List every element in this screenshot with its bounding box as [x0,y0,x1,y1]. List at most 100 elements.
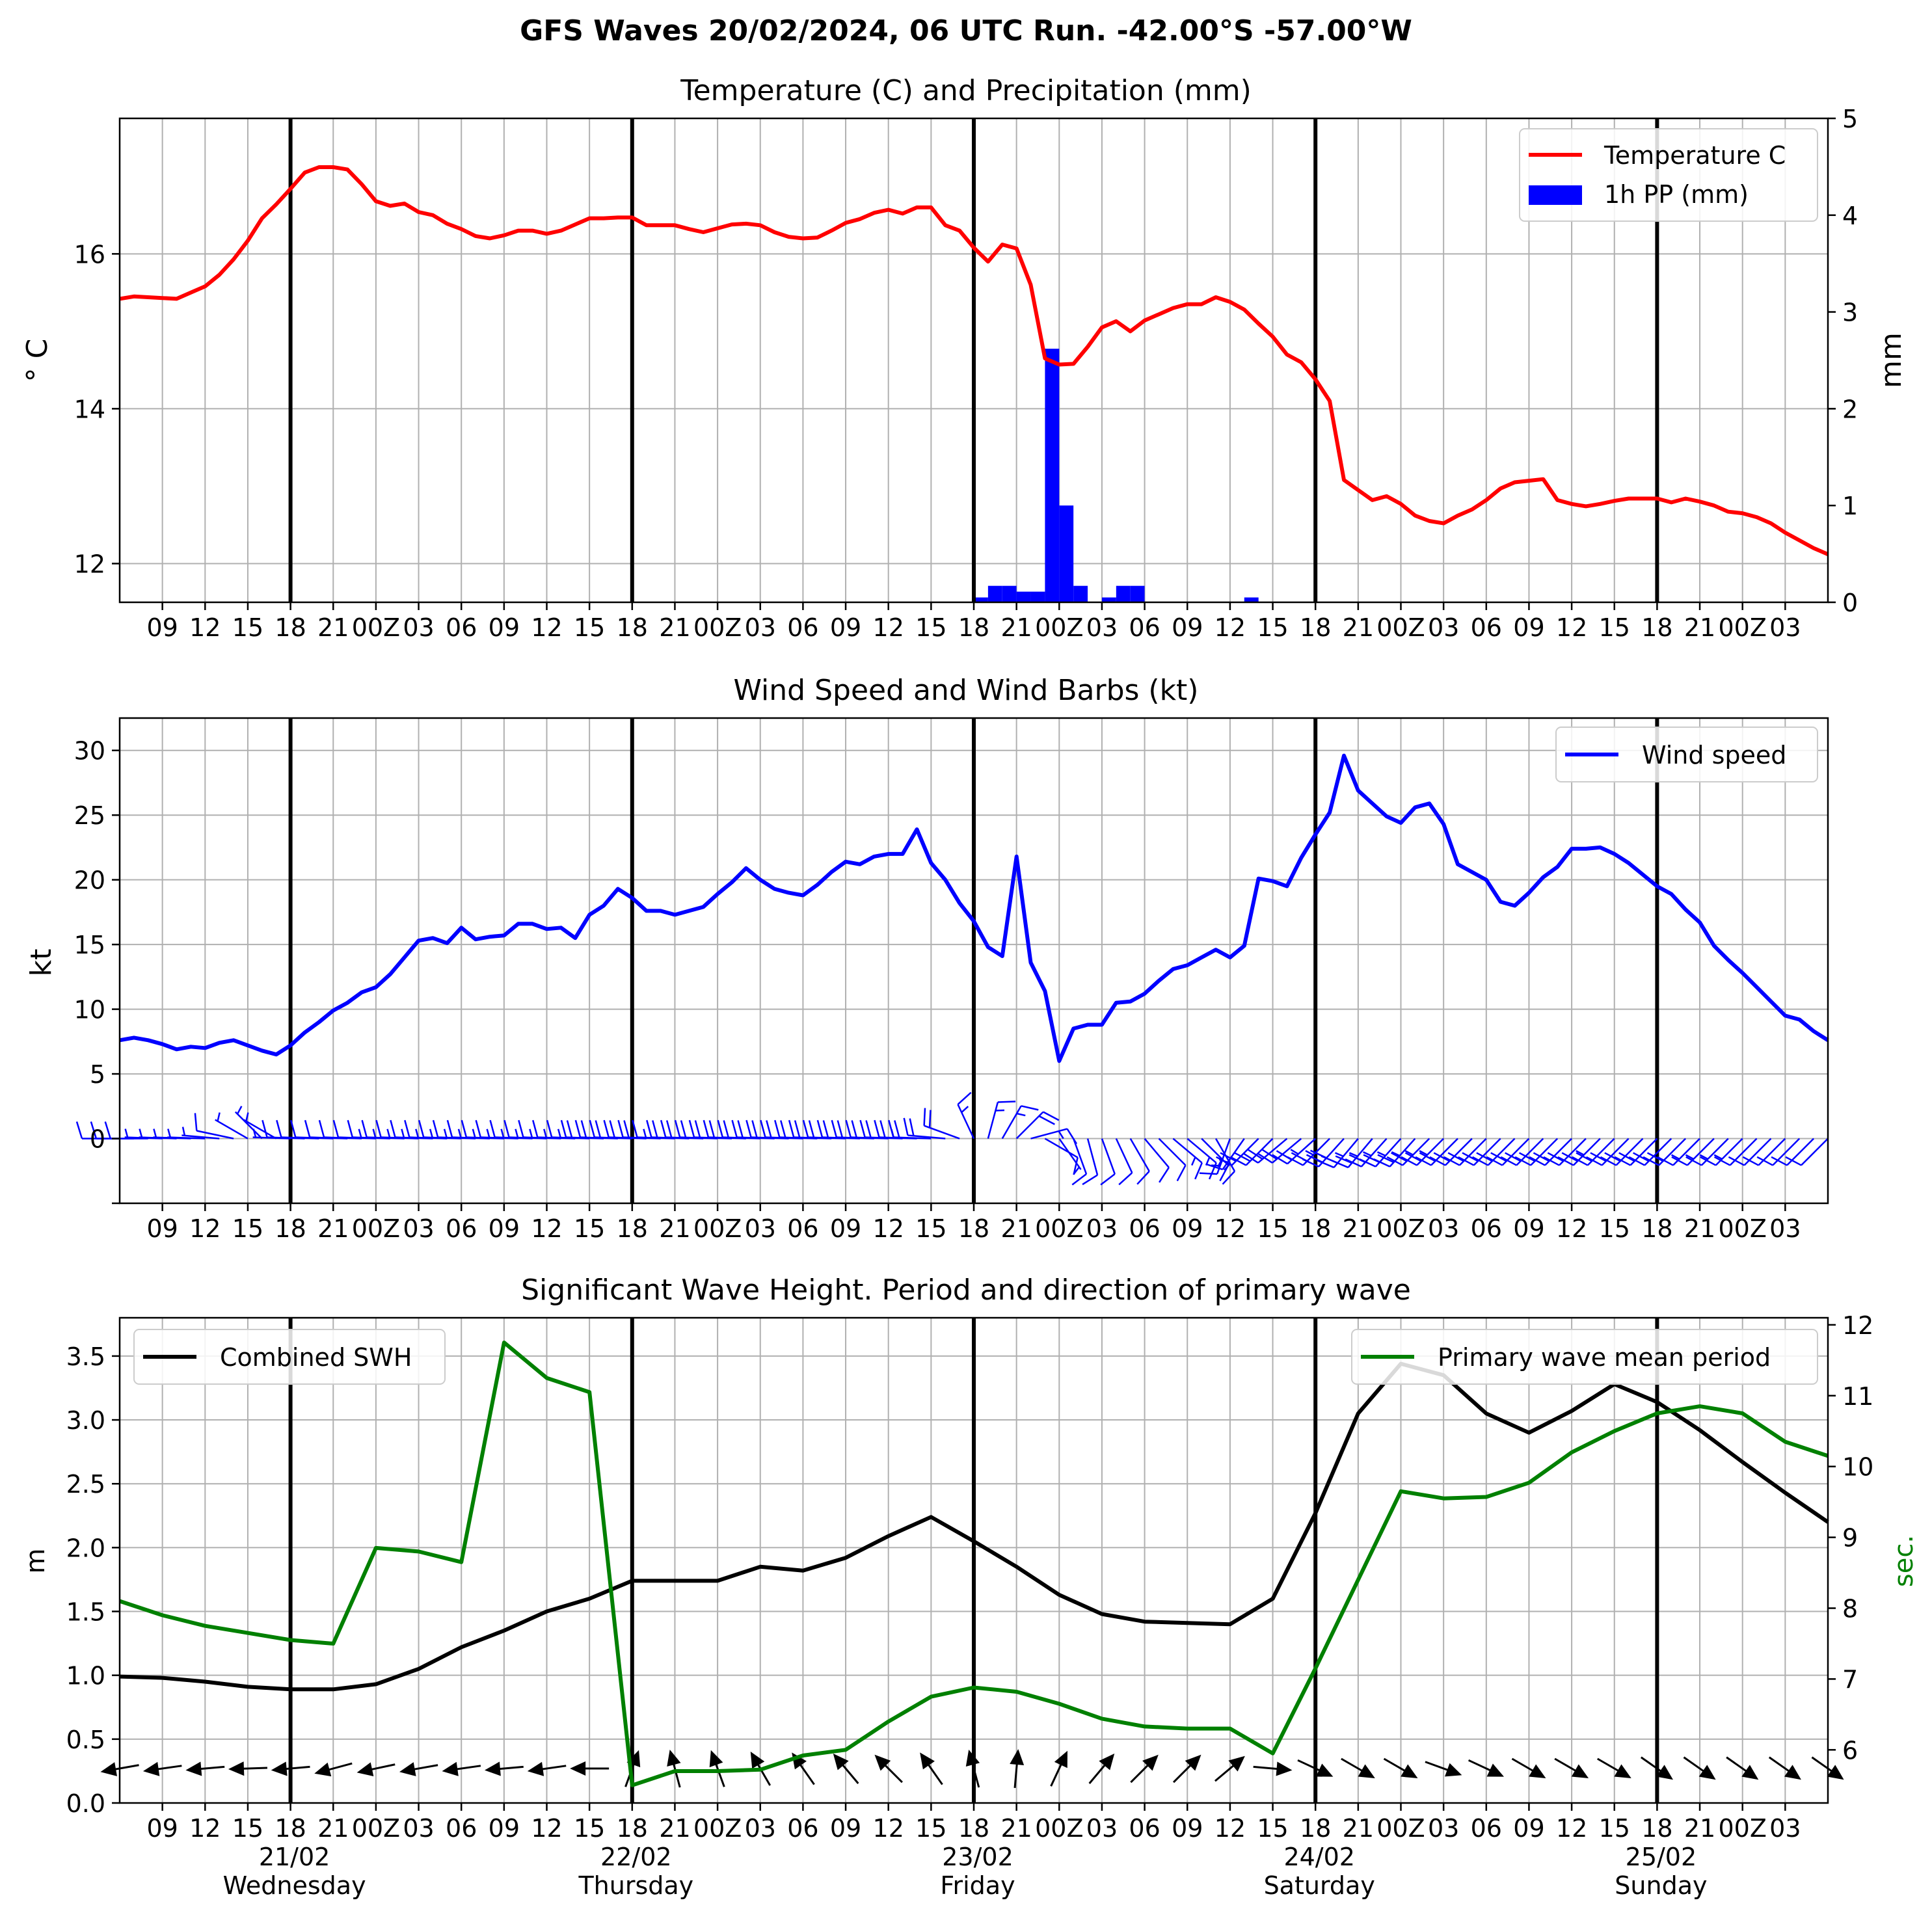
wind-barb-feather [1533,1152,1550,1162]
wind-barb-staff [924,1125,960,1140]
wind-barb-feather [816,1119,824,1138]
wind-barb-feather [1443,1156,1460,1166]
wind-barb [276,1119,319,1140]
wind-barb-feather [418,1119,425,1138]
x-tick-label: 06 [1129,1214,1160,1243]
legend-precip-swatch [1529,185,1582,205]
x-tick-label: 18 [1300,1814,1331,1843]
wave-arrow-head [874,1754,891,1771]
x-tick-label: 18 [958,613,989,642]
wind-barb-feather [632,1119,638,1138]
y2-tick-label: 6 [1842,1736,1858,1765]
wind-barb-staff [215,1119,248,1140]
legend-temperature-label: Temperature C [1603,141,1786,170]
wave-arrow-head [1276,1761,1293,1776]
wind-barb [923,1108,960,1140]
y2-tick-label: 0 [1842,589,1858,617]
x-tick-label: 15 [232,1214,263,1243]
x-tick-label: 03 [1086,1214,1118,1243]
y2-tick-label: 5 [1842,105,1858,133]
x-tick-label: 06 [1471,1814,1502,1843]
wind-barb-half-feather [1699,1154,1708,1160]
wave-x-ticks: 09 12 15 18 21 00Z 03 06 09 12 15 18 21 00Z 03 06 09 12 15… [146,1803,1801,1843]
y-tick-label: 1.0 [66,1662,105,1690]
wind-barb-feather [788,1119,795,1138]
wind-barb-half-feather [1685,1154,1695,1160]
wind-barb-feather [660,1119,667,1138]
wind-barb-feather [794,1120,801,1138]
x-tick-label: 00Z [352,1214,400,1243]
wind-barb [181,1127,220,1140]
wind-barb-feather [1234,1152,1251,1162]
wind-barb-staff [1129,1138,1150,1172]
wind-barb-feather [1377,1154,1395,1164]
x-tick-label: 21 [317,1214,349,1243]
date-label: 22/02 [600,1843,672,1871]
wind-barb [332,1119,376,1140]
wind-barb [1058,1138,1082,1175]
wind-barb-half-feather [1376,1151,1386,1157]
period-legend: Primary wave mean period [1351,1329,1818,1385]
wind-barb-feather [1043,1111,1060,1121]
wave-arrow-head [750,1752,765,1769]
wind-barb [503,1119,547,1140]
wind-barb-half-feather [1391,1151,1401,1157]
wave-arrow-head [1445,1763,1462,1777]
wind-barb-feather [879,1120,886,1138]
x-tick-label: 00Z [1719,1814,1767,1843]
legend-period-label: Primary wave mean period [1438,1343,1771,1372]
x-tick-label: 03 [1769,613,1801,642]
wind-barb-feather [1373,1158,1391,1168]
wind-barb-feather [1386,1156,1403,1166]
precipitation-bars [974,349,1259,602]
precipitation-bar [1002,585,1017,602]
wind-barb-feather [731,1119,738,1138]
period-line [119,1341,1829,1787]
x-tick-label: 09 [489,1814,520,1843]
wind-barb [347,1119,390,1140]
wind-barb-feather [845,1119,852,1138]
x-tick-label: 09 [146,613,178,642]
wind-barb [1030,1128,1078,1145]
wind-y-ticks: 0 5 10 15 20 25 30 [74,737,120,1205]
wave-arrow-head [527,1761,544,1776]
wind-barb-feather [1220,1152,1237,1162]
wind-barb-feather [1486,1156,1503,1166]
wind-barb-feather [865,1120,872,1138]
wave-arrow-head [484,1761,501,1776]
precipitation-bar [1244,597,1259,602]
x-tick-label: 18 [1300,1214,1331,1243]
wind-barb-staff [1715,1138,1743,1166]
wind-barb-feather [1771,1156,1788,1166]
wave-arrow-head [1142,1754,1159,1771]
wave-direction-arrow [1341,1757,1375,1778]
wind-panel: Wind Speed and Wind Barbs (kt) 0 5 10 15 20 2… [25,674,1829,1243]
wind-barb-feather [1118,1172,1133,1186]
wind-barb-feather [1785,1156,1802,1166]
wind-barb-half-feather [181,1127,186,1136]
wind-barb [1785,1138,1829,1166]
period-y-label: sec. [1889,1535,1919,1587]
wind-barb-half-feather [1305,1150,1314,1156]
wind-barb-feather [1471,1156,1489,1166]
wind-barb [446,1119,490,1140]
wind-speed-line [119,753,1829,1063]
wave-direction-arrow [442,1761,481,1776]
wind-barb-feather [903,1117,909,1136]
x-tick-label: 15 [574,1214,605,1243]
wind-barb-feather [703,1119,710,1138]
wind-barb-feather [1071,1173,1087,1186]
wind-barb-staff [957,1104,975,1140]
wind-barb-feather [1685,1156,1702,1166]
period-y-ticks: 6 7 8 9 10 11 12 [1828,1311,1873,1765]
x-tick-label: 03 [403,613,434,642]
wind-barb-feather [1021,1105,1039,1111]
wave-direction-arrow [1050,1750,1067,1787]
x-tick-label: 00Z [1376,613,1425,642]
wave-direction-arrow [399,1762,438,1776]
weekday-label: Friday [940,1871,1015,1900]
wind-barb-half-feather [1576,1150,1585,1156]
wind-barb [489,1119,533,1140]
wind-barb-feather [717,1119,723,1138]
wind-barb-staff [893,1136,932,1140]
